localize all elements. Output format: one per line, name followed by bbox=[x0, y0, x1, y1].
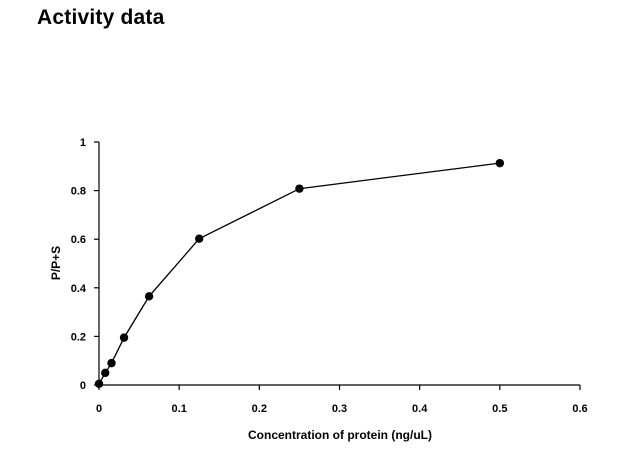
x-axis: 0 0.1 0.2 0.3 0.4 0.5 0.6 bbox=[96, 384, 588, 415]
x-tick-label: 0 bbox=[96, 403, 102, 415]
x-tick-label: 0.5 bbox=[492, 403, 507, 415]
data-point bbox=[101, 368, 110, 378]
data-point bbox=[107, 358, 116, 368]
y-ticks: 0 0.2 0.4 0.6 0.8 1 bbox=[71, 137, 99, 392]
series-line bbox=[98, 162, 500, 385]
data-point bbox=[144, 292, 154, 301]
y-axis: 0 0.2 0.4 0.6 0.8 1 bbox=[71, 137, 100, 392]
x-axis-title: Concentration of protein (ng/uL) bbox=[248, 428, 432, 442]
plot-area bbox=[94, 158, 505, 388]
data-point bbox=[495, 158, 505, 168]
x-tick-label: 0.3 bbox=[332, 403, 347, 415]
y-tick-label: 0.8 bbox=[71, 186, 86, 198]
y-tick-label: 0 bbox=[80, 380, 86, 392]
y-tick-label: 0.4 bbox=[71, 283, 87, 295]
y-tick-label: 0.6 bbox=[71, 234, 86, 246]
data-point bbox=[195, 234, 204, 243]
y-tick-label: 1 bbox=[80, 137, 86, 149]
x-tick-label: 0.6 bbox=[572, 403, 587, 415]
data-point bbox=[94, 379, 104, 388]
x-tick-label: 0.2 bbox=[252, 403, 267, 415]
x-ticks: 0 0.1 0.2 0.3 0.4 0.5 0.6 bbox=[96, 385, 588, 415]
data-point bbox=[295, 184, 304, 193]
y-axis-title: P/P+S bbox=[49, 246, 63, 280]
x-tick-label: 0.1 bbox=[172, 403, 187, 415]
y-tick-label: 0.2 bbox=[71, 331, 86, 343]
data-point bbox=[119, 333, 129, 342]
page-title: Activity data bbox=[37, 6, 165, 29]
x-tick-label: 0.4 bbox=[412, 403, 428, 415]
